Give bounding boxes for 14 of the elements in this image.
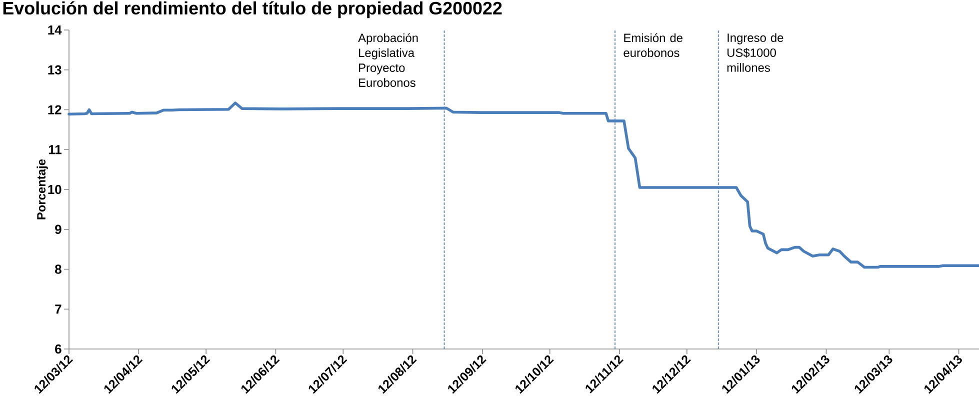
chart-title: Evolución del rendimiento del título de propiedad G200022 [3, 1, 502, 18]
y-tick-label: 12 [48, 105, 62, 114]
y-tick-label: 13 [48, 65, 62, 74]
y-tick-label: 11 [48, 145, 62, 154]
y-tick-label: 9 [55, 224, 62, 234]
y-tick-label: 6 [55, 344, 62, 354]
ref-line-label: Ingreso de US$1000 millones [727, 33, 784, 72]
y-tick-label: 7 [55, 304, 62, 314]
y-tick-label: 14 [48, 26, 62, 34]
ref-line-label: Aprobación Legislativa Proyecto Eurobonos [358, 33, 418, 87]
y-tick-label: 10 [48, 184, 62, 194]
y-tick-label: 8 [55, 264, 62, 274]
ref-line-label: Emisión de eurobonos [624, 33, 682, 58]
y-axis-title: Porcentaje [36, 159, 48, 220]
